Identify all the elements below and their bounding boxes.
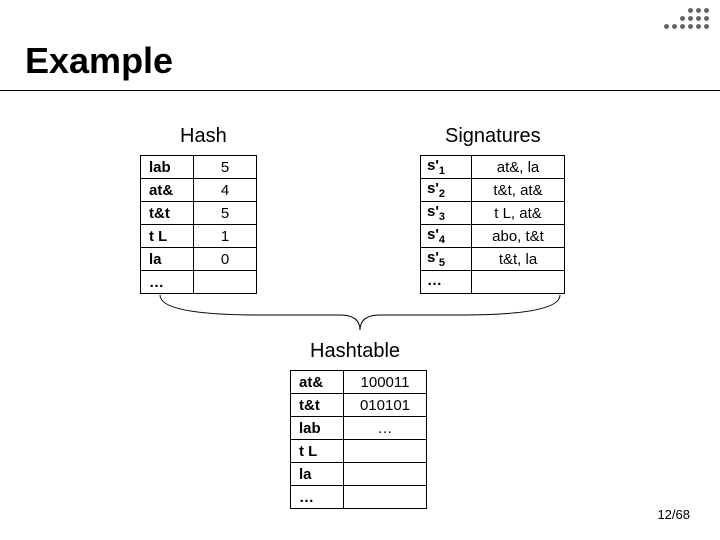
table-row: t L (291, 440, 427, 463)
cell-val: … (344, 417, 427, 440)
cell-key: la (141, 248, 194, 271)
hashtable-table: at&100011 t&t010101 lab… t L la … (290, 370, 427, 509)
table-row: t&t010101 (291, 394, 427, 417)
table-row: lab… (291, 417, 427, 440)
table-row: s'4abo, t&t (421, 225, 565, 248)
cell-val: 5 (194, 202, 257, 225)
cell-key: at& (141, 179, 194, 202)
cell-val (344, 440, 427, 463)
table-row: t&t5 (141, 202, 257, 225)
cell-key: t L (141, 225, 194, 248)
cell-val: t L, at& (472, 202, 565, 225)
cell-key: t&t (291, 394, 344, 417)
signatures-table: s'1at&, la s'2t&t, at& s'3t L, at& s'4ab… (420, 155, 565, 294)
cell-key: t L (291, 440, 344, 463)
table-row: s'3t L, at& (421, 202, 565, 225)
cell-key: s'2 (421, 179, 472, 202)
table-row: lab5 (141, 156, 257, 179)
table-row: la0 (141, 248, 257, 271)
corner-dots (664, 8, 710, 30)
table-row: … (291, 486, 427, 509)
table-row: t L1 (141, 225, 257, 248)
cell-key: lab (141, 156, 194, 179)
cell-key: lab (291, 417, 344, 440)
page-title: Example (25, 40, 173, 82)
hash-table: lab5 at&4 t&t5 t L1 la0 … (140, 155, 257, 294)
cell-val: t&t, at& (472, 179, 565, 202)
cell-val: 010101 (344, 394, 427, 417)
cell-val: 5 (194, 156, 257, 179)
cell-key: s'5 (421, 248, 472, 271)
cell-val: 100011 (344, 371, 427, 394)
cell-val: t&t, la (472, 248, 565, 271)
hash-label: Hash (180, 125, 227, 148)
cell-val (344, 486, 427, 509)
table-row: s'5t&t, la (421, 248, 565, 271)
cell-key: s'4 (421, 225, 472, 248)
cell-val: at&, la (472, 156, 565, 179)
cell-val (344, 463, 427, 486)
hashtable-label: Hashtable (310, 340, 400, 363)
table-row: at&4 (141, 179, 257, 202)
table-row: s'2t&t, at& (421, 179, 565, 202)
signatures-label: Signatures (445, 125, 541, 148)
cell-key: s'1 (421, 156, 472, 179)
table-row: at&100011 (291, 371, 427, 394)
cell-key: s'3 (421, 202, 472, 225)
table-row: s'1at&, la (421, 156, 565, 179)
cell-val: 0 (194, 248, 257, 271)
cell-key: t&t (141, 202, 194, 225)
cell-key: … (291, 486, 344, 509)
cell-val: 1 (194, 225, 257, 248)
cell-key: at& (291, 371, 344, 394)
cell-val: abo, t&t (472, 225, 565, 248)
title-rule (0, 90, 720, 91)
cell-key: la (291, 463, 344, 486)
brace-curve (140, 290, 580, 335)
cell-val: 4 (194, 179, 257, 202)
page-number: 12/68 (657, 507, 690, 522)
table-row: la (291, 463, 427, 486)
